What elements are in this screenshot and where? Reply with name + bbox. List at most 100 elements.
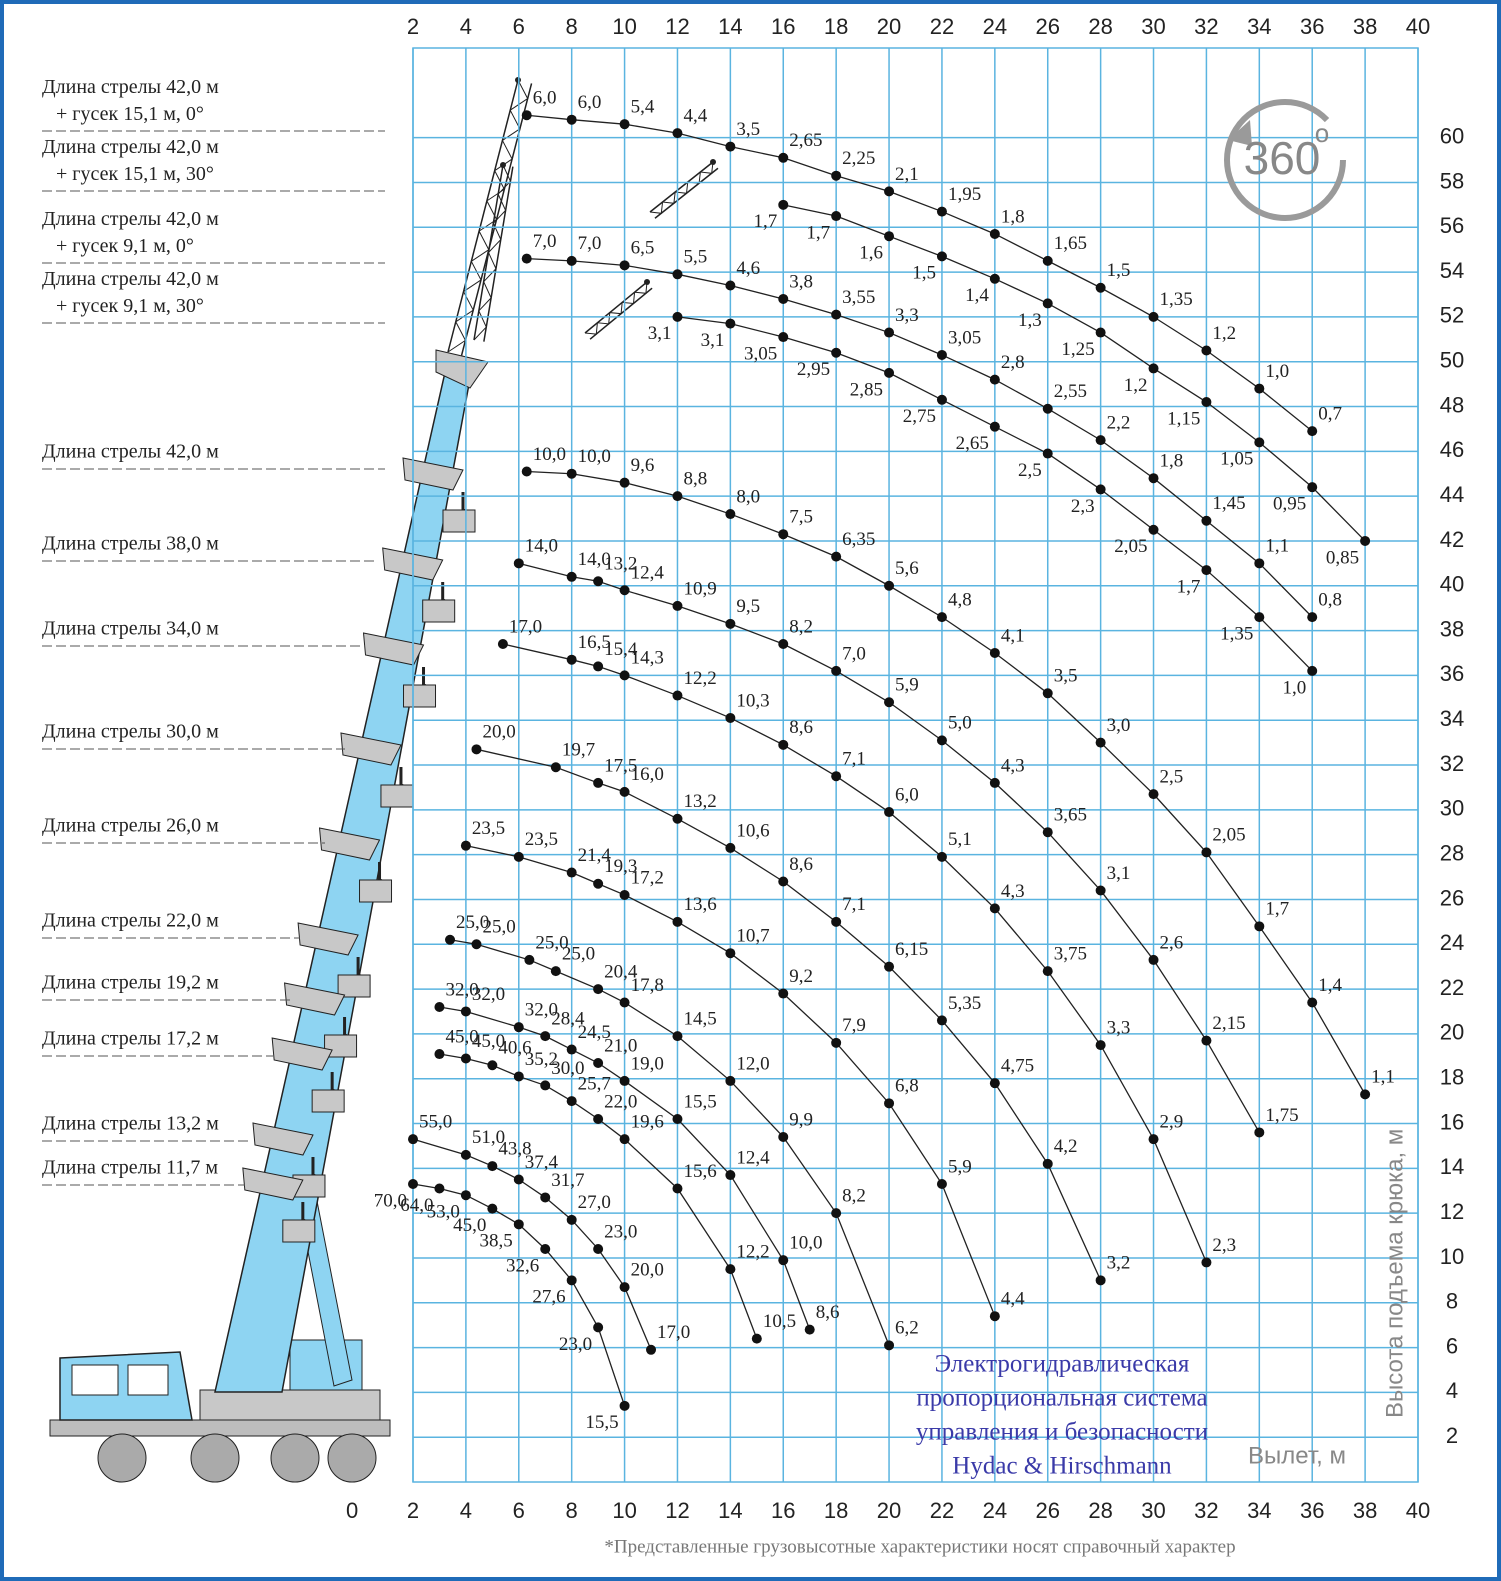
wheel — [270, 1433, 320, 1483]
boom-label: Длина стрелы 19,2 м — [42, 972, 219, 994]
load-label: 14,0 — [578, 549, 611, 570]
load — [359, 879, 393, 903]
load-point — [672, 600, 683, 611]
boom-label: Длина стрелы 34,0 м — [42, 618, 219, 640]
load-label: 15,5 — [683, 1091, 716, 1112]
load — [422, 599, 456, 623]
load-point — [460, 1190, 471, 1201]
y-tick-label: 22 — [1440, 975, 1464, 1000]
load-point — [540, 1243, 551, 1254]
load-point — [884, 961, 895, 972]
y-tick-label: 46 — [1440, 437, 1464, 462]
load-point — [1307, 665, 1318, 676]
load-label: 25,0 — [562, 943, 595, 964]
load-label: 12,2 — [736, 1242, 769, 1263]
load-label: 22,0 — [604, 1091, 637, 1112]
load-label: 1,4 — [965, 285, 989, 306]
load-point — [1095, 484, 1106, 495]
x-tick-label: 22 — [930, 1498, 954, 1523]
system-note: Hydac & Hirschmann — [952, 1453, 1172, 1480]
load-point — [831, 1037, 842, 1048]
x-tick-label: 36 — [1300, 1498, 1324, 1523]
y-tick-label: 42 — [1440, 527, 1464, 552]
boom-collar — [340, 732, 402, 766]
load-point — [1148, 524, 1159, 535]
system-note: Электрогидравлическая — [935, 1351, 1190, 1378]
load-point — [778, 988, 789, 999]
load — [282, 1219, 316, 1243]
load-point — [778, 739, 789, 750]
y-tick-label: 38 — [1440, 616, 1464, 641]
load-label: 25,7 — [578, 1073, 611, 1094]
load-point — [725, 280, 736, 291]
load-label: 10,3 — [736, 690, 769, 711]
load-point — [593, 1114, 604, 1125]
load-point — [672, 1031, 683, 1042]
boom-label: Длина стрелы 38,0 м — [42, 533, 219, 555]
load-point — [487, 1161, 498, 1172]
load-point — [593, 984, 604, 995]
boom-label: Длина стрелы 26,0 м — [42, 815, 219, 837]
load-point — [936, 612, 947, 623]
load-point — [497, 639, 508, 650]
load-label: 1,7 — [754, 211, 778, 232]
load-point — [672, 1114, 683, 1125]
load-label: 4,75 — [1001, 1056, 1034, 1077]
y-tick-label: 14 — [1440, 1154, 1464, 1179]
load-label: 6,8 — [895, 1076, 919, 1097]
x-tick-label: 26 — [1035, 1498, 1059, 1523]
y-tick-label: 18 — [1440, 1065, 1464, 1090]
load-label: 20,4 — [604, 961, 638, 982]
y-tick-label: 60 — [1440, 123, 1464, 148]
load-curve — [526, 114, 1313, 432]
load-point — [1148, 363, 1159, 374]
load-label: 12,4 — [631, 563, 665, 584]
load-label: 14,3 — [631, 648, 664, 669]
x-top-tick-label: 30 — [1141, 14, 1165, 39]
load-label: 55,0 — [419, 1112, 452, 1133]
load-point — [434, 1183, 445, 1194]
x-tick-label: 28 — [1088, 1498, 1112, 1523]
y-tick-label: 36 — [1440, 661, 1464, 686]
x-top-tick-label: 20 — [877, 14, 901, 39]
boom-label: Длина стрелы 13,2 м — [42, 1113, 219, 1135]
y-tick-label: 12 — [1440, 1199, 1464, 1224]
load-point — [1148, 473, 1159, 484]
load-label: 2,5 — [1160, 766, 1184, 787]
load-label: 5,5 — [683, 247, 707, 268]
load-point — [1201, 345, 1212, 356]
load-label: 64,0 — [400, 1195, 433, 1216]
y-tick-label: 8 — [1446, 1289, 1458, 1314]
load-point — [1201, 847, 1212, 858]
y-tick-label: 10 — [1440, 1244, 1464, 1269]
x-tick-label: 2 — [407, 1498, 419, 1523]
load-label: 2,8 — [1001, 352, 1025, 373]
load-curve — [526, 257, 1313, 618]
load-point — [884, 697, 895, 708]
y-tick-label: 28 — [1440, 840, 1464, 865]
boom-label: Длина стрелы 22,0 м — [42, 910, 219, 932]
load-point — [672, 813, 683, 824]
load-label: 28,4 — [551, 1008, 585, 1029]
load-label: 12,4 — [736, 1147, 770, 1168]
load-point — [1095, 435, 1106, 446]
load-label: 15,4 — [604, 639, 638, 660]
load-label: 3,5 — [1054, 666, 1078, 687]
load-label: 23,0 — [604, 1221, 637, 1242]
load-point — [1095, 885, 1106, 896]
load-label: 25,0 — [535, 932, 568, 953]
load-point — [1095, 737, 1106, 748]
load-label: 43,8 — [498, 1138, 531, 1159]
boom-collar — [283, 982, 346, 1016]
load-label: 2,5 — [1018, 460, 1042, 481]
load-point — [778, 529, 789, 540]
load-label: 4,3 — [1001, 881, 1025, 902]
load-label: 1,15 — [1167, 408, 1200, 429]
load-label: 2,1 — [895, 164, 919, 185]
load-label: 32,0 — [525, 1000, 558, 1021]
load-point — [513, 1022, 524, 1033]
load-point — [778, 152, 789, 163]
load-label: 5,0 — [948, 713, 972, 734]
load-label: 3,0 — [1107, 715, 1131, 736]
load-point — [1148, 1134, 1159, 1145]
